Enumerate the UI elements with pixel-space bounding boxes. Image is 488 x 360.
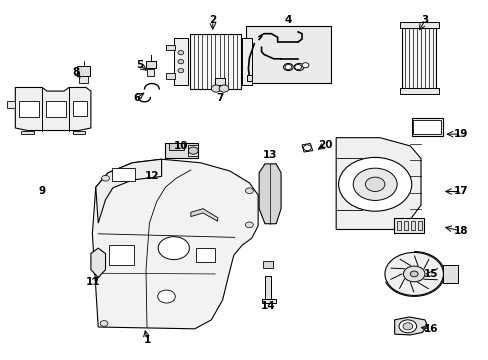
Bar bbox=[263, 261, 272, 267]
Text: 20: 20 bbox=[317, 140, 331, 150]
Polygon shape bbox=[91, 248, 105, 278]
Text: 3: 3 bbox=[421, 15, 427, 26]
Bar bbox=[109, 246, 134, 265]
Polygon shape bbox=[259, 164, 281, 224]
Text: 18: 18 bbox=[453, 226, 468, 236]
Bar bbox=[189, 34, 241, 89]
Bar bbox=[264, 276, 270, 299]
Text: 17: 17 bbox=[453, 186, 468, 197]
Bar bbox=[46, 101, 65, 117]
Text: 13: 13 bbox=[263, 150, 277, 160]
Polygon shape bbox=[15, 87, 91, 131]
Text: 12: 12 bbox=[144, 171, 159, 181]
Circle shape bbox=[285, 64, 291, 69]
Circle shape bbox=[245, 222, 253, 228]
Polygon shape bbox=[335, 138, 420, 229]
Text: 6: 6 bbox=[133, 93, 141, 103]
Polygon shape bbox=[6, 101, 15, 108]
Text: 1: 1 bbox=[143, 334, 150, 345]
Bar bbox=[214, 78, 225, 85]
Circle shape bbox=[365, 177, 384, 192]
Circle shape bbox=[294, 63, 304, 71]
Bar bbox=[112, 168, 135, 181]
Polygon shape bbox=[92, 159, 258, 329]
Circle shape bbox=[100, 320, 108, 326]
Text: 16: 16 bbox=[423, 324, 437, 334]
Bar bbox=[261, 299, 276, 303]
Circle shape bbox=[303, 145, 311, 150]
Circle shape bbox=[302, 63, 308, 68]
Bar bbox=[19, 101, 39, 117]
Bar bbox=[165, 73, 174, 78]
Bar bbox=[401, 28, 435, 87]
Bar bbox=[443, 265, 457, 283]
Text: 2: 2 bbox=[209, 15, 216, 26]
Text: 15: 15 bbox=[423, 269, 437, 279]
Bar bbox=[73, 101, 87, 116]
Text: 11: 11 bbox=[86, 277, 101, 287]
Circle shape bbox=[158, 290, 175, 303]
Text: 4: 4 bbox=[284, 15, 291, 26]
Bar bbox=[412, 120, 441, 134]
Circle shape bbox=[178, 50, 183, 55]
Bar bbox=[245, 26, 330, 83]
Circle shape bbox=[384, 252, 443, 296]
Bar bbox=[147, 69, 154, 76]
Circle shape bbox=[402, 323, 412, 330]
Polygon shape bbox=[190, 209, 217, 221]
Polygon shape bbox=[96, 159, 161, 223]
Circle shape bbox=[283, 63, 293, 71]
Text: 8: 8 bbox=[73, 67, 80, 77]
Bar bbox=[411, 118, 442, 135]
Circle shape bbox=[188, 147, 198, 154]
Bar bbox=[246, 75, 251, 81]
Circle shape bbox=[211, 85, 221, 92]
Bar bbox=[79, 76, 88, 83]
Bar bbox=[399, 88, 438, 94]
Circle shape bbox=[338, 157, 411, 211]
Bar bbox=[393, 219, 424, 233]
Text: 19: 19 bbox=[453, 129, 468, 139]
Circle shape bbox=[102, 175, 109, 181]
Circle shape bbox=[294, 64, 301, 69]
Bar bbox=[242, 38, 251, 85]
Polygon shape bbox=[302, 143, 312, 152]
Bar bbox=[164, 143, 197, 158]
Bar bbox=[195, 248, 215, 262]
Text: 9: 9 bbox=[39, 186, 45, 196]
Circle shape bbox=[245, 188, 253, 194]
Circle shape bbox=[158, 237, 189, 260]
Bar bbox=[399, 22, 438, 28]
Text: 10: 10 bbox=[174, 141, 188, 151]
Circle shape bbox=[398, 320, 416, 333]
Circle shape bbox=[178, 59, 183, 64]
Bar bbox=[77, 66, 89, 76]
Bar bbox=[410, 221, 414, 230]
Bar bbox=[417, 221, 421, 230]
Text: 5: 5 bbox=[136, 60, 143, 70]
Bar bbox=[165, 45, 174, 50]
Bar bbox=[168, 143, 183, 149]
Text: 7: 7 bbox=[216, 93, 224, 103]
Bar bbox=[396, 221, 400, 230]
Text: 14: 14 bbox=[260, 301, 275, 311]
Circle shape bbox=[409, 271, 417, 277]
Bar bbox=[145, 60, 156, 68]
Bar bbox=[73, 131, 84, 134]
Bar bbox=[188, 145, 198, 156]
Circle shape bbox=[352, 168, 396, 201]
Circle shape bbox=[219, 85, 228, 92]
Bar bbox=[403, 221, 407, 230]
Polygon shape bbox=[394, 317, 427, 335]
Bar bbox=[173, 38, 188, 85]
Circle shape bbox=[403, 266, 424, 282]
Circle shape bbox=[178, 68, 183, 73]
Bar bbox=[21, 131, 34, 134]
